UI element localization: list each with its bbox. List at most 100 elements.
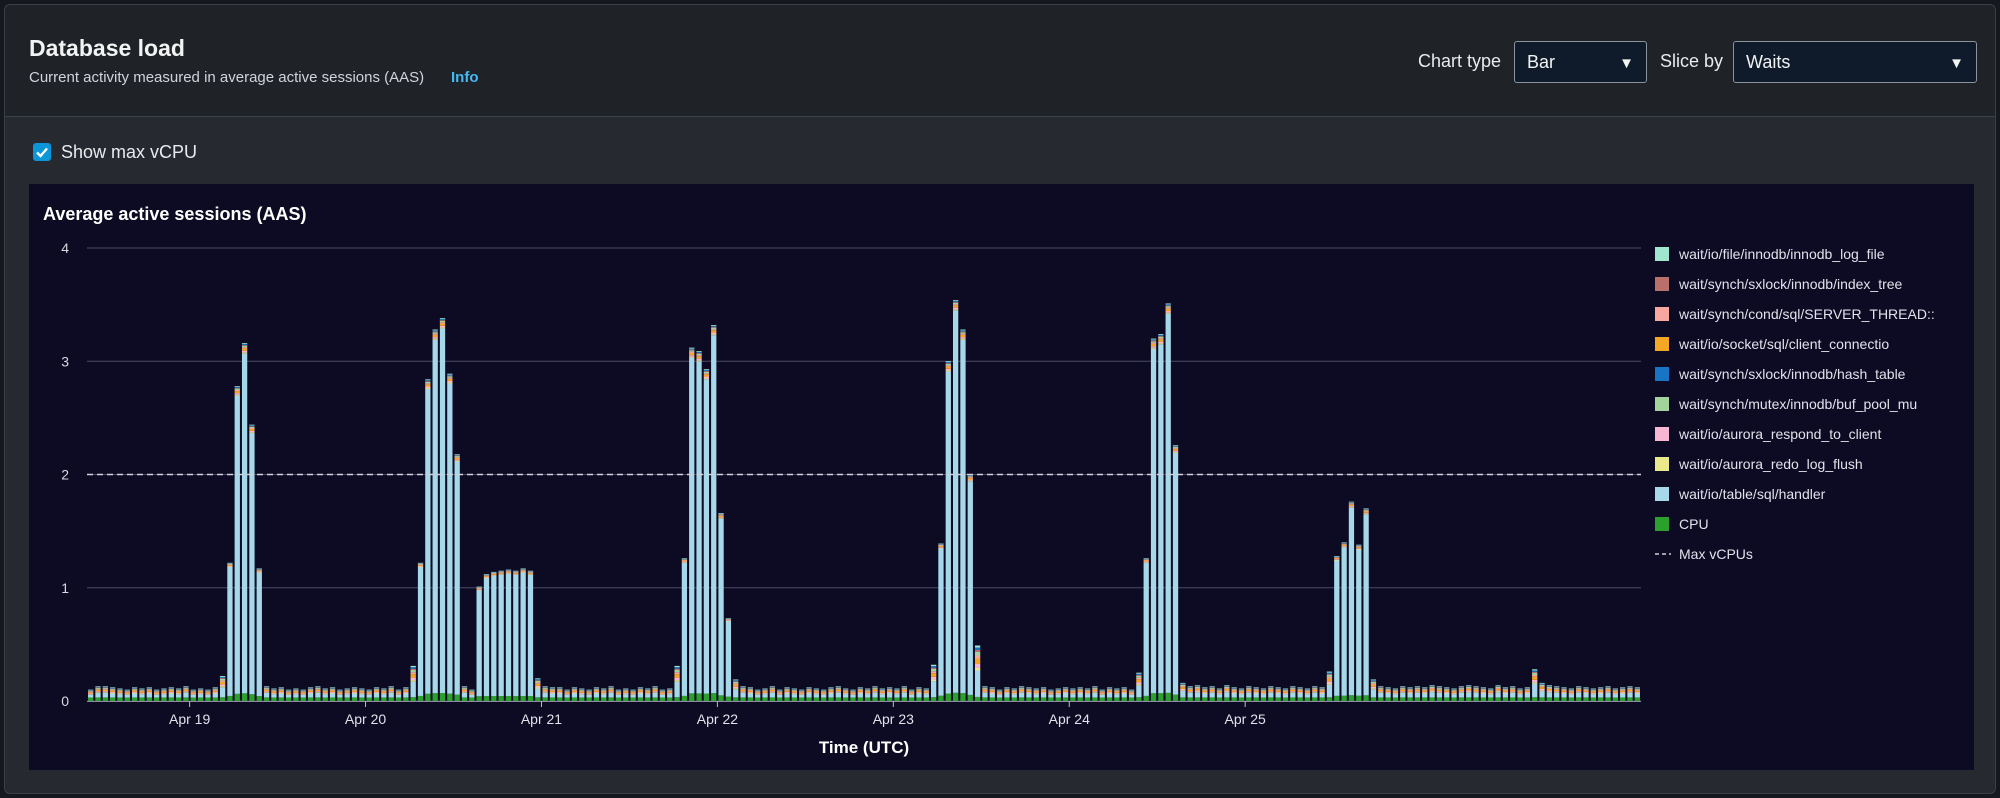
bar-segment [909, 690, 915, 691]
bar-segment [718, 513, 724, 515]
bar-segment [996, 691, 1003, 693]
bar-segment [1495, 685, 1501, 686]
bar-segment [505, 571, 512, 572]
bar-segment [821, 694, 827, 695]
bar-segment [1319, 688, 1325, 690]
bar-segment [909, 693, 915, 695]
bar-segment [1231, 692, 1237, 694]
info-link[interactable]: Info [451, 69, 479, 86]
bar-segment [139, 688, 145, 690]
bar-segment [139, 691, 145, 693]
bar [601, 688, 607, 701]
bar-segment-handler [505, 573, 512, 697]
bar-segment [1187, 688, 1193, 689]
bar-segment-handler [1099, 694, 1105, 698]
bar-segment [315, 688, 321, 690]
bar-segment [1114, 690, 1120, 692]
bar-segment [1561, 688, 1567, 690]
bar-segment [1370, 683, 1377, 685]
bar-segment [630, 690, 636, 691]
bar-segment-handler [190, 694, 196, 698]
bar-segment [1392, 690, 1399, 691]
bar-segment [542, 692, 548, 693]
bar-segment [1194, 685, 1201, 686]
bar-segment [1121, 689, 1127, 691]
bar-segment-cpu [161, 697, 167, 701]
bar [1612, 688, 1618, 701]
bar-segment [1451, 690, 1457, 692]
bar-segment [1385, 690, 1391, 692]
bar-segment [469, 694, 475, 695]
bar [667, 688, 673, 701]
bar-segment-handler [1348, 507, 1355, 696]
bar-segment [923, 689, 929, 691]
bar-segment-cpu [1466, 697, 1472, 701]
bar-segment [1180, 685, 1186, 687]
bar-segment [586, 693, 592, 695]
bar-segment [417, 562, 424, 564]
bar-segment [755, 690, 761, 691]
bar-segment [872, 691, 878, 693]
bar-segment [1172, 451, 1179, 453]
bar [1620, 687, 1626, 701]
bar-segment [923, 688, 929, 690]
bar-segment [1290, 687, 1296, 689]
bar-segment-cpu [190, 697, 196, 701]
bar-segment [366, 694, 372, 695]
bar-segment [674, 667, 680, 669]
bar-segment [535, 678, 541, 680]
bar-segment-handler [1084, 694, 1091, 698]
bar-segment [1554, 689, 1560, 692]
slice-by-select[interactable]: Waits ▼ [1733, 41, 1977, 83]
bar [95, 686, 101, 701]
bar-segment [535, 683, 541, 686]
bar-segment-handler [879, 694, 885, 698]
bar [1121, 687, 1127, 701]
bar-segment-handler [1055, 694, 1061, 698]
bar-segment [637, 689, 644, 691]
bar-segment [1011, 693, 1017, 695]
bar-segment [916, 688, 922, 690]
bar-segment [1246, 686, 1252, 688]
bar-segment-cpu [1370, 697, 1377, 701]
bar-segment [110, 690, 116, 692]
bar-segment [535, 680, 541, 682]
bar-segment [667, 689, 673, 691]
legend-swatch [1655, 247, 1669, 261]
bar-segment [1532, 679, 1538, 683]
bar-segment [344, 692, 350, 694]
bar-segment [190, 694, 196, 695]
bar-segment [843, 690, 849, 691]
bar-segment [197, 691, 204, 693]
bar-segment [300, 693, 306, 695]
show-max-vcpu-checkbox[interactable] [33, 143, 51, 161]
bar-segment-cpu [828, 697, 834, 701]
bar-segment-cpu [755, 697, 761, 701]
bar-segment [1158, 341, 1164, 344]
bar-segment [1385, 689, 1391, 690]
bar-segment [168, 687, 174, 689]
bar-segment [952, 300, 959, 301]
bar-segment [1268, 689, 1274, 692]
bar-segment [1297, 687, 1303, 689]
bar-segment [395, 693, 402, 695]
bar [1180, 682, 1186, 701]
bar-segment [865, 688, 871, 690]
bar-segment-handler [828, 693, 834, 698]
bar-segment [1451, 691, 1457, 693]
chart-type-select[interactable]: Bar ▼ [1514, 41, 1647, 83]
legend-entry: wait/synch/mutex/innodb/buf_pool_mu [1678, 396, 1917, 412]
bar-segment [300, 691, 306, 693]
bar-segment-cpu [857, 697, 863, 701]
bar-segment-cpu [974, 696, 981, 701]
bar-segment [241, 348, 248, 351]
bar-segment [1040, 689, 1047, 690]
bar-segment [1495, 690, 1501, 692]
bar-segment-handler [1033, 694, 1039, 698]
bar-segment [755, 691, 761, 693]
bar-segment [689, 352, 695, 356]
bar-segment-cpu [183, 697, 189, 701]
bar-segment [212, 689, 218, 690]
bar [718, 513, 724, 701]
bar-segment [711, 326, 717, 328]
